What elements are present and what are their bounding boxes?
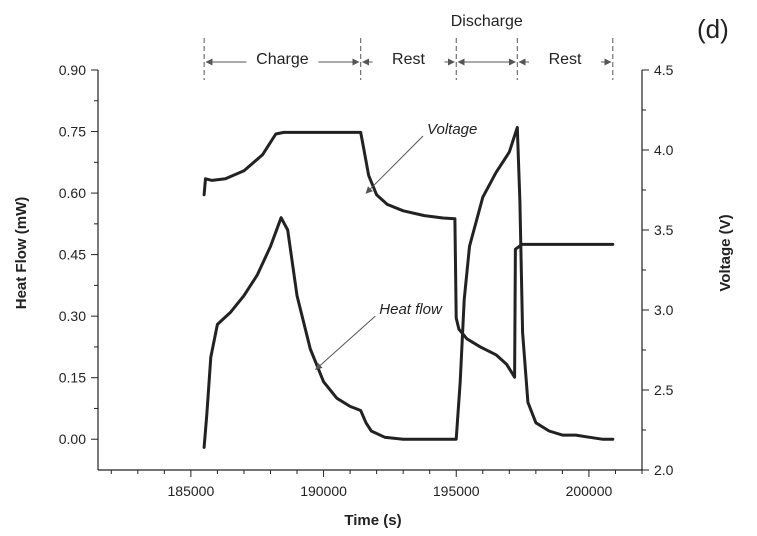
axes: 185000 190000 195000 200000 0.00 0.15 0.30 0.45… bbox=[59, 62, 674, 499]
phase-annotations: Charge Rest Rest Discharge bbox=[203, 13, 614, 80]
phase-label-bg bbox=[529, 49, 602, 69]
annotation-arrow bbox=[365, 135, 424, 194]
y2-tick-label: 2.5 bbox=[654, 382, 674, 398]
y2-tick-label: 2.0 bbox=[654, 462, 674, 478]
y-tick-label: 0.45 bbox=[59, 247, 86, 263]
annotations: Voltage Heat flow bbox=[315, 121, 477, 370]
phase-group-label: Discharge bbox=[451, 13, 523, 30]
annotation-label: Voltage bbox=[427, 121, 477, 138]
x-tick-label: 185000 bbox=[168, 483, 215, 499]
y2-axis-title: Voltage (V) bbox=[717, 214, 734, 291]
annotation-label: Heat flow bbox=[379, 301, 443, 318]
y-tick-label: 0.90 bbox=[59, 62, 86, 78]
y-tick-label: 0.60 bbox=[59, 185, 86, 201]
phase-label: Charge bbox=[256, 51, 309, 68]
y2-tick-label: 4.5 bbox=[654, 62, 674, 78]
series bbox=[202, 125, 615, 449]
y2-tick-label: 3.5 bbox=[654, 222, 674, 238]
x-tick-label: 195000 bbox=[433, 483, 480, 499]
y-tick-label: 0.30 bbox=[59, 308, 86, 324]
x-axis-title: Time (s) bbox=[344, 512, 401, 529]
y2-tick-label: 3.0 bbox=[654, 302, 674, 318]
phase-label: Rest bbox=[392, 51, 425, 68]
heat-flow-line bbox=[202, 125, 615, 449]
phase-label: Rest bbox=[549, 51, 582, 68]
x-tick-label: 200000 bbox=[566, 483, 613, 499]
x-tick-label: 190000 bbox=[300, 483, 347, 499]
phase-label-bg bbox=[246, 49, 319, 69]
y-tick-label: 0.00 bbox=[59, 431, 86, 447]
y-tick-label: 0.15 bbox=[59, 370, 86, 386]
y2-tick-label: 4.0 bbox=[654, 142, 674, 158]
panel-label: (d) bbox=[697, 14, 729, 44]
annotation-arrow bbox=[315, 315, 376, 370]
phase-label-bg bbox=[372, 49, 445, 69]
y-tick-label: 0.75 bbox=[59, 124, 86, 140]
y-axis-title: Heat Flow (mW) bbox=[13, 197, 30, 310]
